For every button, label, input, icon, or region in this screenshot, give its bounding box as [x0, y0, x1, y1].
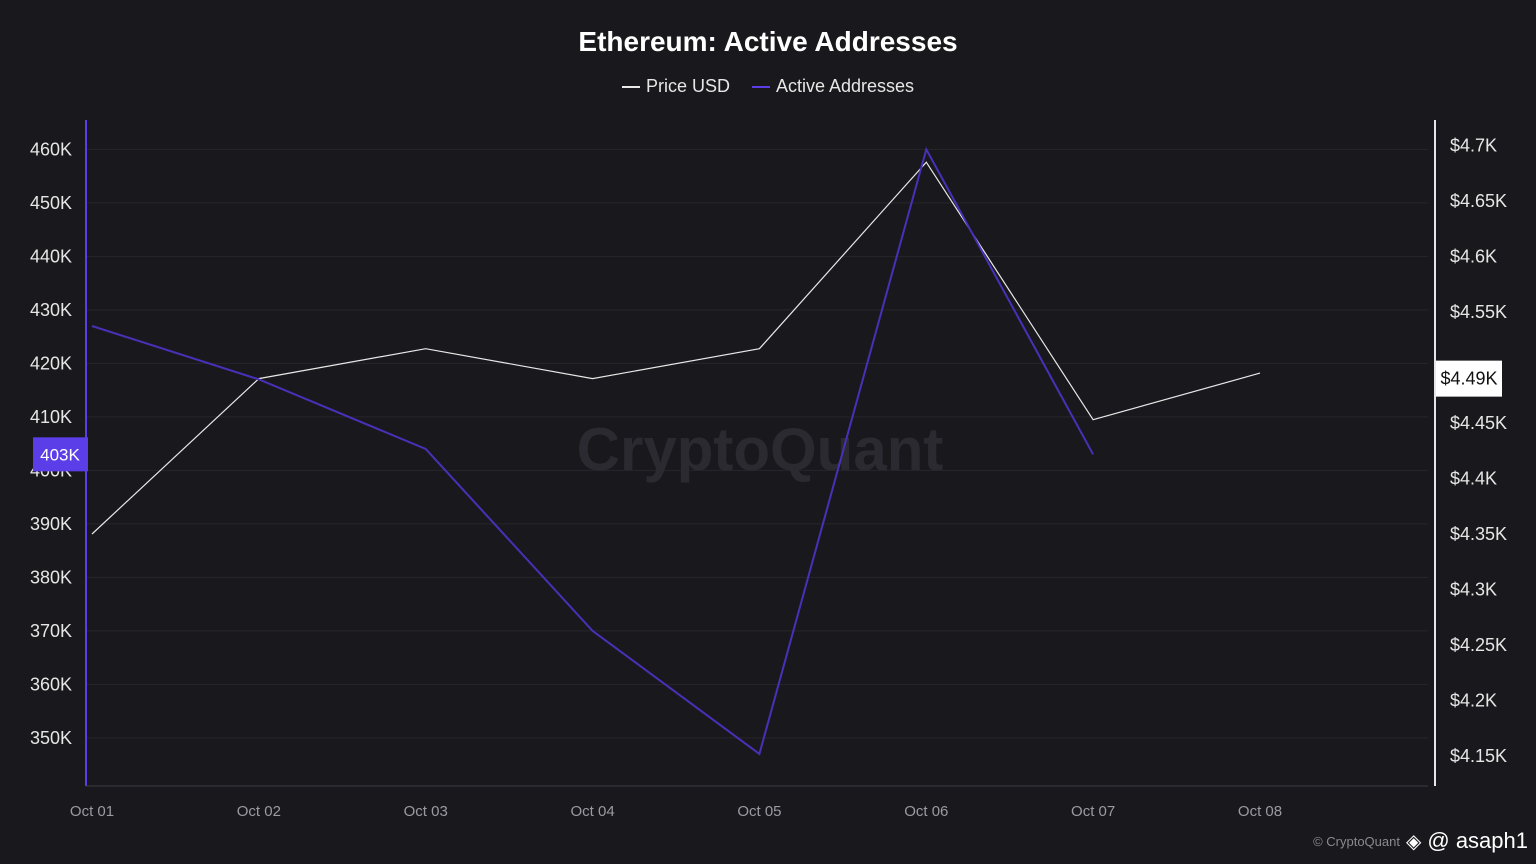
right-tick-label: $4.35K: [1450, 524, 1507, 544]
credit-source: © CryptoQuant: [1313, 833, 1400, 849]
right-tick-label: $4.65K: [1450, 191, 1507, 211]
x-tick-label: Oct 01: [70, 803, 114, 820]
x-tick-label: Oct 07: [1071, 803, 1115, 820]
x-tick-label: Oct 03: [404, 803, 448, 820]
legend-swatch-price: [621, 85, 640, 88]
legend-item-price[interactable]: Price USD: [621, 76, 730, 97]
x-tick-label: Oct 08: [1238, 803, 1282, 820]
right-tick-label: $4.6K: [1450, 247, 1497, 267]
left-tick-label: 420K: [30, 353, 72, 373]
right-tick-label: $4.2K: [1450, 691, 1497, 711]
chart-title: Ethereum: Active Addresses: [578, 26, 958, 57]
legend-label-price: Price USD: [645, 76, 730, 96]
right-tick-label: $4.4K: [1450, 469, 1497, 489]
credit: © CryptoQuant ◈ @ asaph1: [1313, 828, 1528, 854]
legend: Price USD Active Addresses: [0, 76, 1536, 97]
labels-layer: 403K $4.49K: [33, 360, 1502, 472]
x-tick-label: Oct 02: [237, 803, 281, 820]
left-tick-label: 430K: [30, 300, 72, 320]
right-current-value-badge: [1436, 360, 1502, 397]
right-tick-label: $4.45K: [1450, 413, 1507, 433]
x-tick-label: Oct 06: [904, 803, 948, 820]
left-tick-label: 360K: [30, 674, 72, 694]
watermark: CryptoQuant: [577, 416, 944, 483]
left-current-value-label: 403K: [40, 445, 80, 464]
right-current-value-label: $4.49K: [1440, 369, 1497, 389]
left-tick-label: 460K: [30, 139, 72, 159]
series-layer: [91, 146, 1261, 756]
legend-swatch-active-addresses: [751, 85, 770, 88]
legend-label-active-addresses: Active Addresses: [775, 76, 915, 96]
right-tick-label: $4.3K: [1450, 580, 1497, 600]
diamond-logo-icon: ◈: [1405, 830, 1422, 853]
left-tick-label: 440K: [30, 246, 72, 266]
right-tick-label: $4.25K: [1450, 635, 1507, 655]
left-current-value-badge: [33, 437, 88, 472]
left-tick-label: 450K: [30, 193, 72, 213]
left-tick-label: 380K: [30, 567, 72, 587]
left-tick-label: 410K: [30, 407, 72, 427]
right-tick-label: $4.55K: [1450, 302, 1507, 322]
right-tick-label: $4.7K: [1450, 136, 1497, 156]
series-line-price: [91, 161, 1261, 535]
x-tick-label: Oct 04: [570, 803, 614, 820]
legend-item-active-addresses[interactable]: Active Addresses: [751, 76, 915, 97]
grid-layer: [86, 148, 1428, 739]
series-line-active-addresses: [91, 146, 1094, 756]
axes-layer: 460K450K440K430K420K410K400K390K380K370K…: [30, 120, 1507, 820]
x-tick-label: Oct 05: [737, 803, 781, 820]
left-tick-label: 350K: [30, 728, 72, 748]
credit-user: @ asaph1: [1427, 828, 1528, 853]
right-tick-label: $4.15K: [1450, 746, 1507, 766]
left-tick-label: 390K: [30, 514, 72, 534]
left-tick-label: 370K: [30, 621, 72, 641]
